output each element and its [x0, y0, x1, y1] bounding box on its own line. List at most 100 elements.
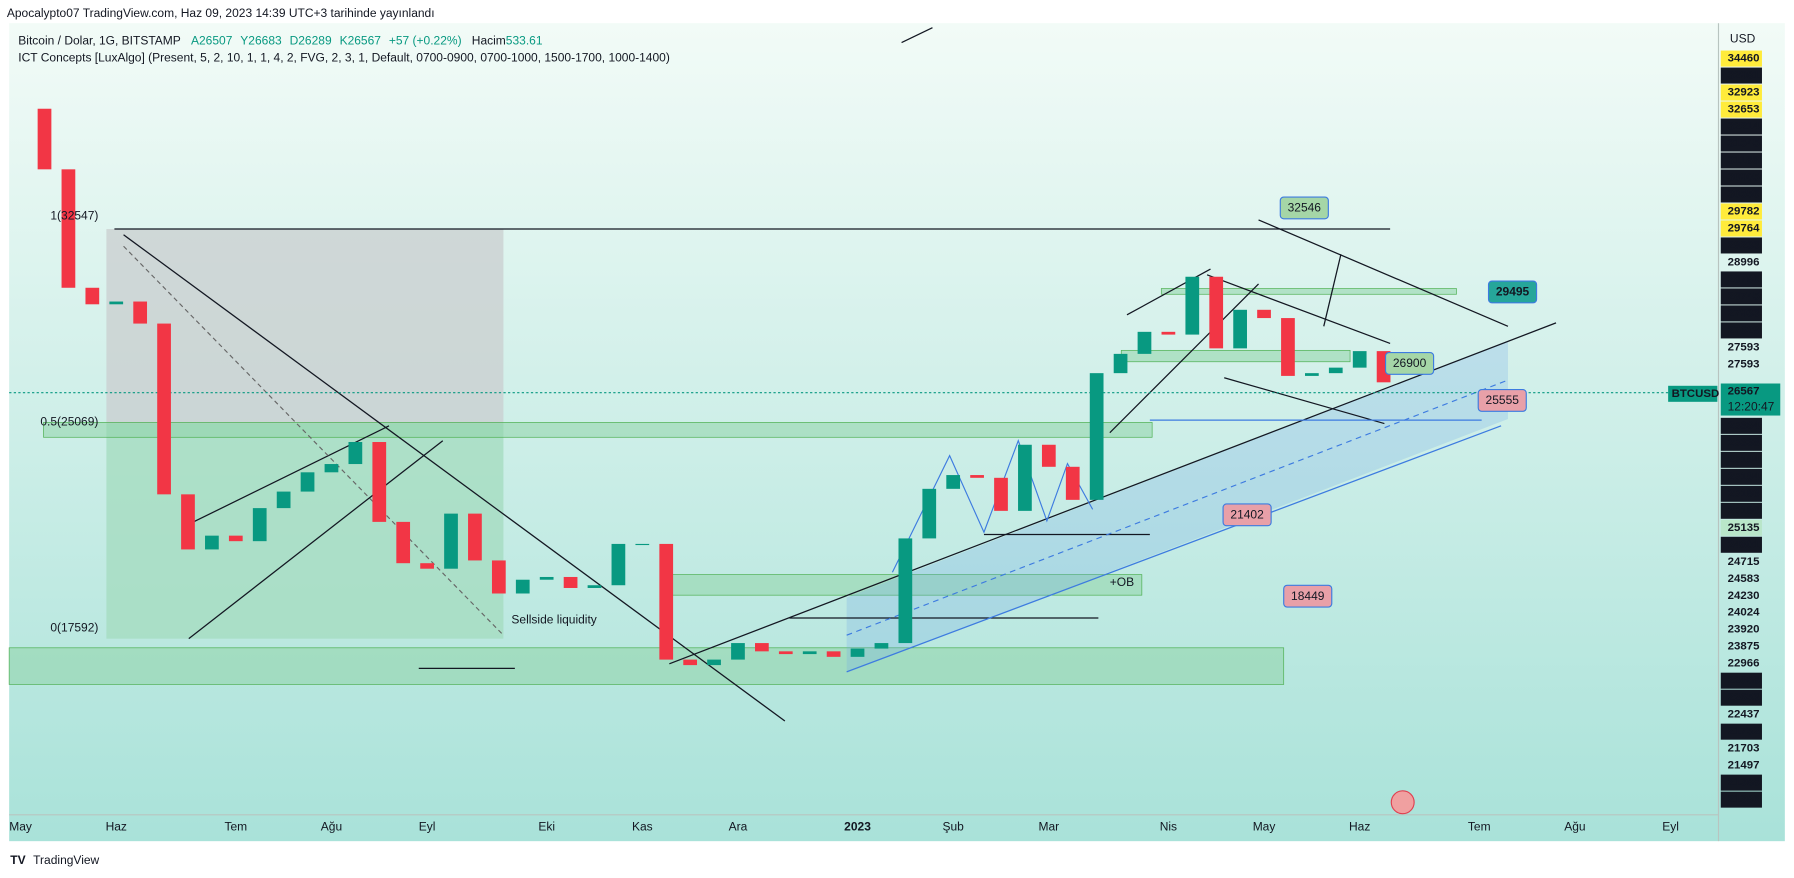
price-tag: 25135 — [1728, 522, 1760, 534]
candle-body — [420, 563, 434, 569]
x-tick-label: Eki — [538, 820, 555, 834]
candle-body — [252, 508, 267, 542]
header-bar — [0, 0, 1794, 24]
price-tag-box — [1720, 152, 1762, 169]
price-tag-box — [1720, 417, 1762, 434]
price-tag: 29764 — [1728, 222, 1760, 234]
price-tag-box — [1720, 502, 1762, 519]
candle-body — [1257, 309, 1271, 319]
diagonal — [123, 245, 504, 636]
price-tag: 28786 — [1728, 273, 1760, 285]
candle-body — [133, 301, 148, 324]
countdown: 12:20:47 — [1728, 400, 1775, 414]
line — [123, 234, 786, 722]
price-note: 25555 — [1486, 393, 1520, 407]
price-tag-box — [1720, 305, 1762, 322]
x-tick-label: Ağu — [1564, 820, 1585, 834]
price-tag: 21497 — [1728, 760, 1760, 772]
x-tick-label: Eyl — [1662, 820, 1679, 834]
price-tag-box — [1720, 672, 1762, 689]
price-tag-box — [1720, 271, 1762, 288]
price-tag: 23920 — [1728, 624, 1760, 636]
price-tag: 32923 — [1728, 87, 1760, 99]
footer-brand: TradingView — [33, 853, 99, 867]
published-line: Apocalypto07 TradingView.com, Haz 09, 20… — [7, 6, 435, 20]
price-tag: 24024 — [1728, 607, 1760, 619]
price-tag-box — [1720, 689, 1762, 706]
open: A26507 — [191, 34, 233, 48]
price-note: 18449 — [1291, 589, 1325, 603]
price-tag: 24583 — [1728, 573, 1760, 585]
flag-icon[interactable] — [1390, 790, 1415, 815]
line — [1206, 274, 1391, 345]
price-tag-box — [1720, 451, 1762, 468]
price-tag: 24230 — [1728, 590, 1760, 602]
price-tag: 22653 — [1728, 692, 1760, 704]
price-tag-box — [1720, 434, 1762, 451]
price-tag: 32981 — [1728, 70, 1760, 82]
price-tag: 27593 — [1728, 358, 1760, 370]
close: K26567 — [340, 34, 382, 48]
candle-body — [348, 442, 363, 465]
candle-body — [755, 643, 769, 652]
volume-label: Hacim — [472, 34, 506, 48]
line — [1126, 268, 1211, 316]
line — [1224, 377, 1385, 425]
x-tick-label: Eyl — [419, 820, 436, 834]
candle-body — [396, 521, 411, 564]
candle-body — [515, 579, 530, 594]
logo: TV — [10, 853, 25, 867]
price-tag: 25180 — [1728, 505, 1760, 517]
price-note: 32546 — [1288, 201, 1322, 215]
price-note: 26900 — [1393, 356, 1427, 370]
candle-body — [444, 513, 458, 569]
price-tag: 24715 — [1728, 556, 1760, 568]
low: D26289 — [290, 34, 332, 48]
annotation: Sellside liquidity — [511, 613, 596, 627]
price-tag: 32214 — [1728, 121, 1760, 133]
candle-body — [539, 576, 554, 580]
price-tag-box — [1720, 186, 1762, 203]
currency: USD — [1730, 31, 1756, 45]
candle-body — [109, 301, 124, 305]
price-tag: 21386 — [1728, 794, 1760, 806]
candle-body — [659, 543, 674, 660]
line — [901, 27, 933, 44]
symbol: Bitcoin / Dolar, 1G, BITSTAMP — [18, 34, 181, 48]
candle-body — [563, 576, 578, 588]
price-tag-box — [1720, 84, 1762, 101]
x-tick-label: Şub — [942, 820, 964, 834]
channel-line — [846, 425, 1502, 673]
price-tag: 34460 — [1728, 53, 1760, 65]
indicator-legend: ICT Concepts [LuxAlgo] (Present, 5, 2, 1… — [18, 51, 670, 65]
candle-body — [1113, 353, 1128, 374]
zone — [43, 422, 1153, 438]
x-tick-label: 2023 — [844, 820, 871, 834]
price-tag: 22868 — [1728, 675, 1760, 687]
price-tag: 21703 — [1728, 743, 1760, 755]
candle-body — [802, 651, 817, 655]
fib-label: 0.5(25069) — [40, 415, 98, 429]
candle-body — [205, 535, 219, 550]
zone — [1160, 288, 1457, 295]
price-tag-box — [1720, 220, 1762, 237]
price-tag: 22966 — [1728, 658, 1760, 670]
candle-body — [181, 494, 195, 550]
price-tag-box — [1720, 101, 1762, 118]
candle-body — [372, 442, 387, 522]
price-note-box — [1477, 389, 1527, 412]
volume: 533.61 — [506, 34, 543, 48]
price-tag-box — [1720, 288, 1762, 305]
fib-zone — [106, 229, 504, 424]
price-tag-box — [1720, 203, 1762, 220]
last-price: 26567 — [1728, 386, 1760, 398]
line — [669, 322, 1557, 665]
price-tag-box — [1720, 774, 1762, 791]
candle-body — [37, 108, 52, 170]
price-note-box — [1222, 503, 1272, 527]
candle-body — [1065, 466, 1080, 500]
candle-body — [970, 475, 984, 478]
price-tag: 25364 — [1728, 420, 1760, 432]
price-tag: 27933 — [1728, 307, 1760, 319]
